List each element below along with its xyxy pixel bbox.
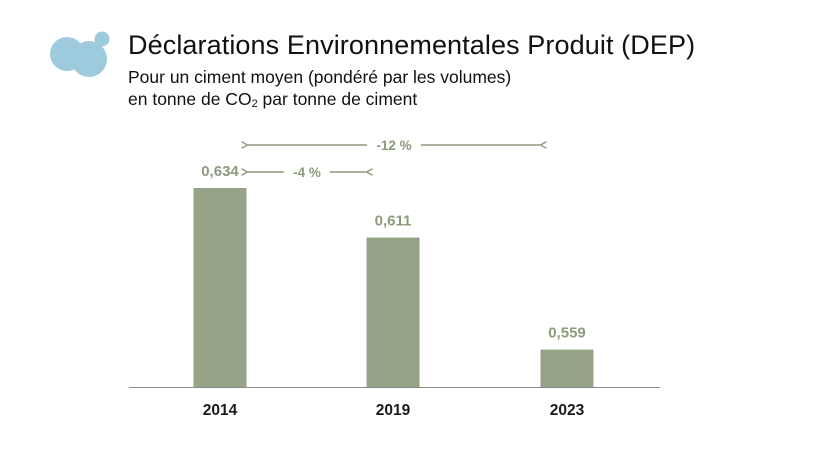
chart-subtitle: Pour un ciment moyen (pondéré par les vo…	[128, 66, 511, 115]
x-tick-2014: 2014	[203, 402, 238, 419]
subtitle-line-1: Pour un ciment moyen (pondéré par les vo…	[128, 67, 512, 87]
value-label-2014: 0,634	[201, 163, 239, 180]
x-tick-2019: 2019	[376, 402, 411, 419]
x-tick-2023: 2023	[550, 402, 585, 419]
value-label-2023: 0,559	[548, 325, 586, 342]
brand-logo-icon	[50, 31, 110, 77]
unit-suffix: par tonne de ciment	[257, 89, 418, 109]
bar-2019	[366, 237, 420, 387]
bar-2023	[540, 349, 594, 387]
annotations: -4 % -12 %	[248, 138, 540, 180]
unit-subscript: 2	[251, 98, 258, 110]
unit-prefix: en tonne de CO	[128, 89, 252, 109]
value-label-2019: 0,611	[375, 213, 412, 230]
chart-title: Déclarations Environnementales Produit (…	[128, 30, 696, 60]
labels: 0,634 2014 0,611 2019 0,559 2023	[201, 163, 586, 419]
change-annotation-1: -12 %	[376, 138, 411, 153]
bar-2014	[193, 187, 247, 387]
bars	[193, 187, 594, 387]
change-annotation-0: -4 %	[293, 165, 321, 180]
subtitle-line-2: en tonne de CO2 par tonne de ciment	[128, 88, 511, 115]
